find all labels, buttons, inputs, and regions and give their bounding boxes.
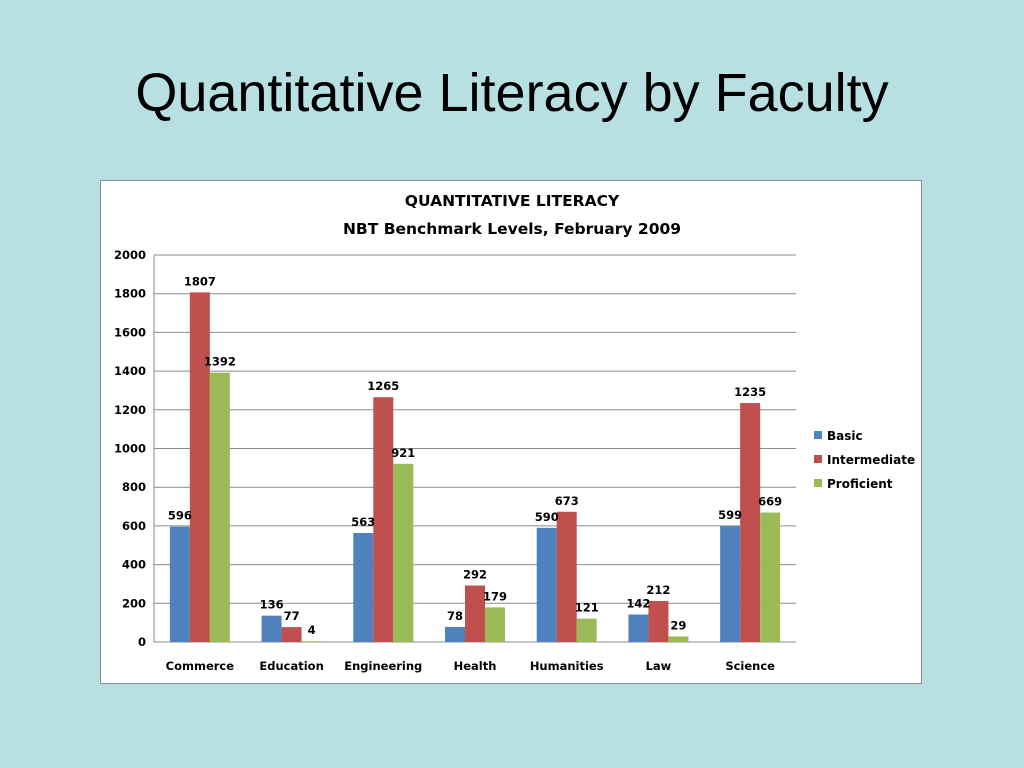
y-tick-label: 0: [138, 635, 146, 649]
legend-swatch-proficient: [814, 479, 822, 487]
x-tick-label: Commerce: [166, 659, 235, 673]
data-label: 1807: [184, 274, 216, 288]
data-label: 77: [284, 609, 300, 623]
data-label: 1235: [734, 385, 766, 399]
bar-intermediate-health: [465, 585, 485, 642]
legend-swatch-basic: [814, 431, 822, 439]
x-tick-label: Science: [725, 659, 775, 673]
y-tick-label: 1800: [114, 287, 146, 301]
chart-title: QUANTITATIVE LITERACY: [405, 192, 620, 210]
y-tick-label: 1400: [114, 364, 146, 378]
bar-proficient-health: [485, 607, 505, 642]
bar-basic-science: [720, 526, 741, 642]
data-label: 599: [718, 508, 742, 522]
y-tick-label: 400: [122, 558, 146, 572]
x-axis-ticks: Commerce Education Engineering Health Humani…: [166, 659, 776, 673]
x-tick-label: Education: [259, 659, 323, 673]
bar-intermediate-commerce: [189, 292, 210, 642]
bar-proficient-commerce: [209, 372, 230, 642]
gridlines: [153, 254, 796, 643]
data-label: 212: [646, 583, 670, 597]
data-label: 121: [575, 601, 599, 615]
bar-proficient-education: [301, 641, 322, 642]
data-label: 142: [626, 597, 650, 611]
x-tick-label: Engineering: [344, 659, 422, 673]
y-tick-label: 1000: [114, 442, 146, 456]
data-label: 1265: [367, 379, 399, 393]
data-label: 292: [463, 567, 487, 581]
chart-frame: QUANTITATIVE LITERACY NBT Benchmark Leve…: [100, 180, 922, 684]
data-label: 78: [447, 609, 463, 623]
y-tick-label: 200: [122, 596, 146, 610]
legend-label: Intermediate: [827, 453, 915, 467]
bar-basic-education: [261, 615, 282, 642]
bar-intermediate-law: [648, 600, 669, 642]
bar-basic-commerce: [169, 526, 190, 642]
bar-intermediate-engineering: [373, 397, 394, 642]
bar-basic-engineering: [353, 533, 374, 642]
bar-proficient-science: [760, 512, 781, 642]
bar-basic-health: [445, 626, 465, 642]
legend-label: Proficient: [827, 477, 893, 491]
data-label: 4: [308, 623, 316, 637]
y-tick-label: 2000: [114, 248, 146, 262]
y-tick-label: 600: [122, 519, 146, 533]
bar-proficient-engineering: [393, 463, 414, 642]
bar-chart: QUANTITATIVE LITERACY NBT Benchmark Leve…: [114, 192, 915, 673]
chart-subtitle: NBT Benchmark Levels, February 2009: [343, 220, 681, 238]
data-label: 136: [260, 598, 284, 612]
legend: Basic Intermediate Proficient: [814, 429, 915, 491]
data-label: 921: [391, 446, 415, 460]
data-label: 669: [758, 495, 782, 509]
legend-label: Basic: [827, 429, 863, 443]
x-tick-label: Humanities: [530, 659, 604, 673]
data-label: 563: [351, 515, 375, 529]
y-tick-label: 1200: [114, 403, 146, 417]
data-label: 596: [168, 509, 192, 523]
data-label: 590: [535, 510, 559, 524]
bar-intermediate-science: [740, 403, 761, 642]
data-label: 179: [483, 589, 507, 603]
bar-basic-humanities: [536, 527, 557, 642]
bars: [169, 292, 781, 642]
x-tick-label: Law: [646, 659, 672, 673]
bar-proficient-humanities: [576, 618, 597, 642]
bar-proficient-law: [668, 636, 689, 642]
bar-basic-law: [628, 614, 649, 642]
data-label: 29: [670, 618, 686, 632]
x-tick-label: Health: [454, 659, 497, 673]
data-label: 673: [555, 494, 579, 508]
y-axis-ticks: 0 200 400 600 800 1000 1200 1400 1600 1800 2000: [114, 248, 146, 649]
bar-intermediate-education: [281, 627, 302, 642]
data-label: 1392: [204, 355, 236, 369]
y-tick-label: 1600: [114, 325, 146, 339]
bar-intermediate-humanities: [556, 511, 577, 642]
y-tick-label: 800: [122, 480, 146, 494]
slide-title: Quantitative Literacy by Faculty: [135, 63, 889, 123]
legend-swatch-intermediate: [814, 455, 822, 463]
